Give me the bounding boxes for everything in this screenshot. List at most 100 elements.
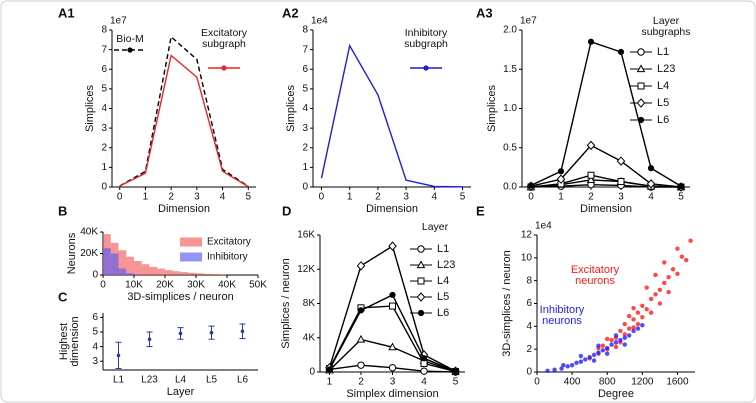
point: [688, 238, 693, 243]
y-tick-label: 1.0: [503, 103, 517, 114]
y-axis-label: Simplices / neuron: [280, 258, 292, 349]
legend-label: L1: [657, 46, 669, 58]
y-tick-label: 5: [101, 84, 107, 95]
x-tick-label: 3: [618, 192, 624, 203]
point: [666, 275, 671, 280]
bar: [188, 272, 196, 275]
x-tick-label: 40K: [218, 280, 236, 291]
bar: [103, 248, 111, 275]
y-tick-label: 0: [101, 182, 107, 193]
y-tick-label: 3: [101, 123, 107, 134]
y-tick-label: 6: [526, 298, 532, 309]
marker: [636, 98, 646, 108]
point: [622, 335, 627, 340]
y-axis-label-group: Highest dimension: [59, 316, 81, 367]
marker: [356, 261, 366, 271]
x-tick-label: 800: [599, 377, 616, 388]
bar: [172, 271, 181, 275]
point: [565, 364, 570, 369]
marker: [527, 182, 535, 189]
point: [640, 315, 645, 320]
marker: [326, 366, 333, 373]
legend-label-box: Bio-M: [116, 34, 144, 45]
point: [626, 326, 632, 331]
x-tick-label: 1: [558, 192, 564, 203]
legend-title: Layer subgraphs: [641, 16, 691, 38]
point: [666, 289, 671, 295]
point: [622, 321, 627, 327]
y-tick-label: 7: [101, 44, 107, 55]
panel-label: E: [476, 203, 485, 218]
x-tick-label: 0: [319, 192, 325, 203]
marker: [646, 179, 656, 189]
x-axis-label: Dimension: [366, 203, 418, 215]
offset-label: 1e7: [520, 16, 537, 27]
point: [679, 254, 685, 259]
point: [545, 368, 550, 374]
bar: [118, 268, 127, 275]
x-tick-label: 4: [432, 192, 438, 203]
x-axis-label: 3D-simplices / neuron: [127, 291, 233, 303]
marker: [417, 277, 425, 285]
x-tick-label: 2: [358, 377, 364, 388]
legend-label: Inhibitory: [207, 252, 248, 263]
marker: [637, 116, 645, 124]
point: [635, 321, 641, 327]
legend-title-box: Layer subgraphs: [641, 16, 691, 38]
marker: [389, 302, 396, 310]
marker: [636, 64, 646, 73]
bar: [126, 273, 134, 275]
x-tick-label: 4: [421, 377, 427, 388]
point: [631, 305, 636, 311]
legend-label-box: Inhibitory subgraph: [404, 28, 448, 50]
point: [569, 362, 575, 368]
marker: [617, 178, 625, 186]
point: [635, 310, 641, 315]
point: [178, 331, 183, 336]
point: [631, 328, 636, 334]
marker: [587, 171, 595, 179]
y-tick-label: 2: [101, 142, 107, 153]
bar: [196, 273, 204, 275]
point: [591, 352, 597, 358]
marker: [677, 183, 685, 190]
point: [684, 257, 689, 263]
y-tick-label: 12: [521, 230, 533, 241]
point: [613, 340, 619, 345]
panel-label: A3: [476, 5, 493, 20]
x-tick-label: L23: [141, 375, 158, 386]
y-axis-label: Highest dimension: [59, 316, 81, 367]
offset-label: 1e4: [311, 16, 328, 27]
y-tick-label: 20K: [80, 248, 98, 259]
bar: [149, 266, 158, 275]
x-tick-label: 0: [534, 377, 540, 388]
x-tick-label: 20K: [156, 280, 174, 291]
y-axis-label-box: Highest dimension: [59, 316, 81, 367]
y-tick-label: 3: [302, 123, 308, 134]
x-tick-label: 2: [588, 192, 594, 203]
x-tick-label: 2: [375, 192, 381, 203]
point: [578, 353, 584, 359]
y-axis-label: Neurons: [66, 232, 78, 274]
marker: [637, 82, 645, 90]
point: [591, 358, 597, 363]
x-tick-label: 10K: [125, 280, 143, 291]
panel-label: A1: [58, 5, 75, 20]
x-tick-label: 2: [168, 192, 174, 203]
legend-label: Bio-M: [116, 34, 144, 45]
point: [552, 367, 557, 372]
x-tick-label: 0: [117, 192, 123, 203]
marker: [357, 307, 365, 314]
y-tick-label: 0.5: [503, 142, 517, 153]
legend-swatch: [180, 252, 202, 262]
x-tick-label: L4: [175, 375, 187, 386]
legend-marker: [221, 65, 227, 71]
point: [605, 336, 610, 342]
marker: [556, 174, 566, 184]
point: [648, 310, 654, 315]
y-axis-label: Simplices: [486, 84, 498, 132]
marker: [586, 140, 596, 151]
